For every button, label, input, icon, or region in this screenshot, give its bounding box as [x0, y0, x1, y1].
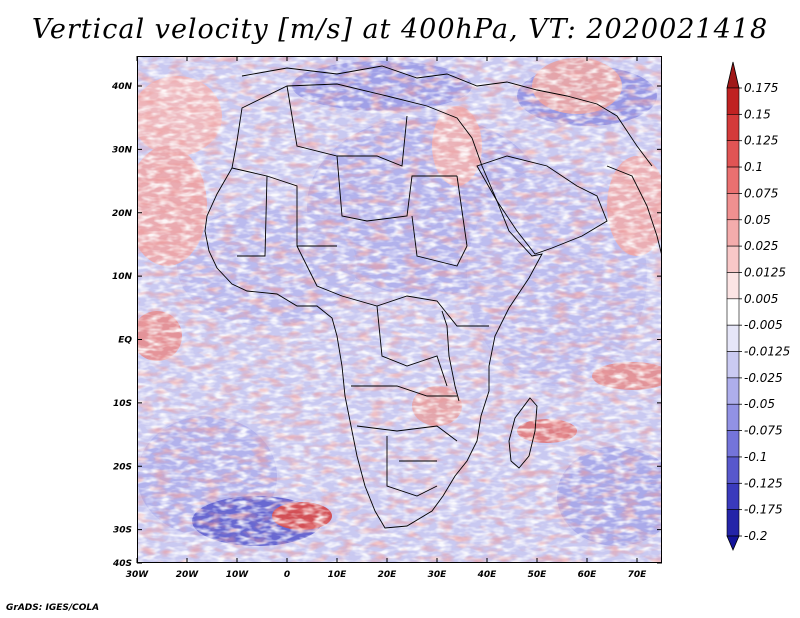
colorbar-box	[726, 193, 740, 221]
colorbar-label: -0.005	[744, 318, 783, 332]
y-tick-label: 30N	[112, 145, 133, 155]
borders-west	[231, 167, 343, 297]
colorbar-bottom-arrow	[726, 535, 740, 552]
x-tick-label: 20E	[378, 570, 398, 580]
x-tick-label: 30W	[126, 570, 150, 580]
y-tick-label: 40N	[111, 82, 133, 92]
x-tick-label: 10E	[328, 570, 348, 580]
y-tick-label: 40S	[112, 559, 132, 569]
field-texture-red	[137, 56, 662, 563]
map-title: Vertical velocity [m/s] at 400hPa, VT: 2…	[31, 14, 769, 45]
x-tick-label: 70E	[628, 570, 648, 580]
y-tick-label: 10N	[112, 272, 133, 282]
y-tick-label: 20N	[112, 209, 133, 219]
x-axis: 30W 20W 10W 0 10E 20E 30E 40E 50E 60E 70E	[126, 56, 647, 580]
colorbar-legend: 0.175 0.15 0.125 0.1 0.075 0.05 0.025 0.0125 0.0…	[726, 61, 790, 552]
colorbar-box	[726, 430, 740, 458]
grads-credit: GrADS: IGES/COLA	[6, 603, 100, 613]
y-tick-label: 20S	[113, 462, 132, 472]
colorbar-label: -0.05	[744, 397, 775, 411]
coastlines	[204, 65, 662, 529]
borders-south	[356, 425, 458, 497]
y-tick-label: 30S	[113, 526, 132, 536]
colorbar-box	[726, 482, 740, 510]
colorbar-label: -0.075	[744, 424, 783, 438]
x-tick-label: 0	[284, 570, 290, 580]
colorbar-box	[726, 166, 740, 194]
europe-coastline	[241, 65, 653, 167]
y-axis: 40N 30N 20N 10N EQ 10S 20S 30S 40S	[111, 82, 662, 569]
colorbar-box	[726, 140, 740, 168]
y-tick-label: EQ	[118, 336, 132, 346]
colorbar-label: 0.125	[744, 134, 778, 148]
colorbar-label: 0.0125	[744, 265, 786, 279]
x-tick-label: 50E	[528, 570, 548, 580]
colorbar-box	[726, 351, 740, 379]
colorbar-label: -0.025	[744, 371, 783, 385]
colorbar-label: -0.1	[744, 450, 767, 464]
great-lakes	[441, 310, 460, 402]
colorbar-box	[726, 377, 740, 405]
colorbar-label: -0.0125	[744, 345, 790, 359]
x-tick-label: 60E	[578, 570, 598, 580]
colorbar-box	[726, 403, 740, 431]
colorbar-top-arrow	[726, 61, 740, 89]
map-panel: 30W 20W 10W 0 10E 20E 30E 40E 50E 60E 70E 40N 30N 20…	[111, 56, 662, 580]
colorbar-box	[726, 87, 740, 115]
x-tick-label: 20W	[176, 570, 200, 580]
colorbar-label: 0.005	[744, 292, 778, 306]
y-tick-label: 10S	[113, 399, 132, 409]
colorbar-label: -0.125	[744, 476, 783, 490]
arabia-coastline	[476, 155, 608, 255]
colorbar-label: 0.175	[744, 81, 778, 95]
colorbar-box	[726, 509, 740, 537]
x-tick-label: 30E	[428, 570, 448, 580]
colorbar-box	[726, 114, 740, 142]
colorbar-box	[726, 219, 740, 247]
colorbar-label: -0.2	[744, 529, 767, 543]
colorbar-label: -0.175	[744, 503, 783, 517]
colorbar-label: 0.1	[744, 160, 763, 174]
africa-coastline	[204, 83, 543, 529]
colorbar-label: 0.075	[744, 186, 778, 200]
colorbar-box	[726, 324, 740, 352]
colorbar-label: 0.025	[744, 239, 778, 253]
colorbar-label: 0.05	[744, 213, 771, 227]
madagascar-coastline	[508, 397, 538, 469]
borders-north	[286, 85, 468, 267]
colorbar-box	[726, 298, 740, 326]
colorbar-box	[726, 456, 740, 484]
colorbar-label: 0.15	[744, 107, 771, 121]
plot-frame	[137, 56, 662, 563]
colorbar-box	[726, 245, 740, 273]
colorbar-box	[726, 272, 740, 300]
x-tick-label: 40E	[477, 570, 498, 580]
x-tick-label: 10W	[226, 570, 250, 580]
india-coastline	[606, 165, 662, 257]
borders-central	[341, 295, 489, 397]
